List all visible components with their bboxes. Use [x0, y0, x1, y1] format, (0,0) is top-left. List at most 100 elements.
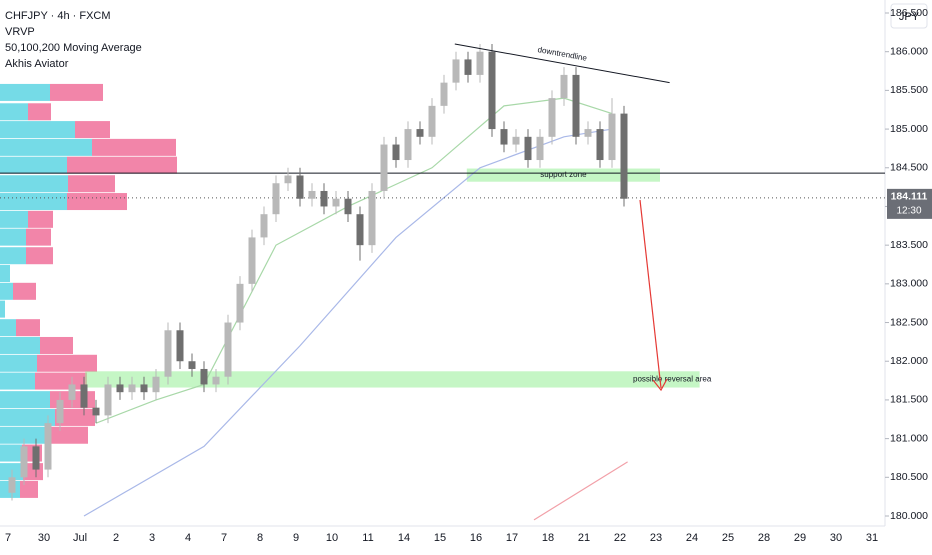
volume-up: [0, 265, 10, 283]
x-tick-label: 16: [470, 532, 482, 544]
candle-body: [572, 74, 580, 137]
x-tick-label: 15: [434, 532, 446, 544]
volume-down: [26, 247, 53, 265]
candle-body: [596, 129, 604, 161]
x-tick-label: 21: [578, 532, 590, 544]
volume-up: [0, 336, 40, 354]
candle-body: [296, 175, 304, 199]
candle-body: [152, 376, 160, 393]
volume-up: [0, 83, 50, 101]
candle-body: [560, 74, 568, 99]
candle-body: [536, 136, 544, 161]
x-tick-label: 29: [794, 532, 806, 544]
x-tick-label: 18: [542, 532, 554, 544]
volume-down: [13, 282, 36, 300]
candle-body: [356, 214, 364, 246]
x-tick-label: 7: [221, 532, 227, 544]
candle-body: [368, 190, 376, 246]
candle-body: [608, 113, 616, 161]
x-tick-label: 23: [650, 532, 662, 544]
candle-body: [164, 330, 172, 377]
volume-down: [35, 372, 87, 390]
candle-body: [8, 477, 16, 493]
y-tick-label: 180.500: [890, 471, 928, 483]
candle-body: [140, 384, 148, 393]
x-tick-label: 30: [38, 532, 50, 544]
currency-label[interactable]: JPY: [899, 11, 920, 23]
reversal-area: [85, 371, 700, 388]
candle-body: [272, 183, 280, 215]
candle-body: [500, 129, 508, 145]
currency-box[interactable]: [890, 3, 928, 29]
indicator-label: VRVP: [5, 26, 35, 38]
x-tick-label: 14: [398, 532, 410, 544]
volume-up: [0, 300, 5, 318]
y-tick-label: 185.500: [890, 84, 928, 96]
chart-title: CHFJPY · 4h · FXCM: [5, 10, 111, 22]
candle-body: [212, 376, 220, 385]
arrow-head: [652, 378, 668, 392]
volume-down: [40, 336, 73, 354]
candle-body: [80, 384, 88, 408]
price-tag: [887, 188, 932, 219]
y-tick-label: 182.500: [890, 316, 928, 328]
candle-body: [320, 190, 328, 207]
x-tick-label: 17: [506, 532, 518, 544]
candle-body: [176, 330, 184, 362]
x-tick-label: 24: [686, 532, 698, 544]
moving-average: [533, 461, 628, 521]
candle-body: [620, 113, 628, 199]
y-tick-label: 184.500: [890, 162, 928, 174]
volume-down: [55, 408, 95, 426]
volume-down: [92, 138, 176, 156]
volume-up: [0, 210, 28, 228]
y-tick-label: 181.000: [890, 432, 928, 444]
candle-body: [584, 129, 592, 137]
indicator-label: Akhis Aviator: [5, 58, 69, 70]
candle-body: [44, 423, 52, 470]
volume-up: [0, 156, 67, 174]
y-tick-label: 182.000: [890, 355, 928, 367]
x-tick-label: 28: [758, 532, 770, 544]
candle-body: [464, 59, 472, 75]
candle-body: [68, 384, 76, 400]
volume-up: [0, 247, 26, 265]
trendline: [454, 43, 670, 84]
candle-body: [488, 51, 496, 130]
x-tick-label: 11: [362, 532, 373, 544]
y-tick-label: 185.000: [890, 123, 928, 135]
candle-body: [56, 399, 64, 424]
volume-up: [0, 228, 26, 246]
candle-body: [332, 198, 340, 207]
x-tick-label: 10: [326, 532, 338, 544]
candle-body: [404, 129, 412, 161]
volume-down: [28, 210, 53, 228]
reversal-area-label: possible reversal area: [633, 375, 712, 384]
candle-body: [248, 237, 256, 284]
x-tick-label: Jul: [73, 532, 87, 544]
x-tick-label: 4: [185, 532, 191, 544]
volume-up: [0, 354, 37, 372]
x-tick-label: 25: [722, 532, 734, 544]
y-tick-label: 183.000: [890, 278, 928, 290]
volume-down: [20, 480, 38, 498]
x-tick-label: 30: [830, 532, 842, 544]
candle-body: [32, 446, 40, 470]
candle-body: [236, 283, 244, 323]
volume-up: [0, 408, 55, 426]
candle-body: [200, 368, 208, 385]
x-tick-label: 2: [113, 532, 119, 544]
volume-down: [28, 103, 51, 121]
x-tick-label: 22: [614, 532, 626, 544]
volume-up: [0, 138, 92, 156]
x-tick-label: 8: [257, 532, 263, 544]
candle-body: [104, 384, 112, 416]
moving-average: [83, 128, 613, 517]
x-tick-label: 9: [293, 532, 299, 544]
volume-down: [16, 319, 40, 337]
volume-down: [68, 175, 115, 193]
candle-body: [188, 361, 196, 369]
indicator-label: 50,100,200 Moving Average: [5, 42, 142, 54]
candle-body: [524, 136, 532, 161]
volume-up: [0, 103, 28, 121]
